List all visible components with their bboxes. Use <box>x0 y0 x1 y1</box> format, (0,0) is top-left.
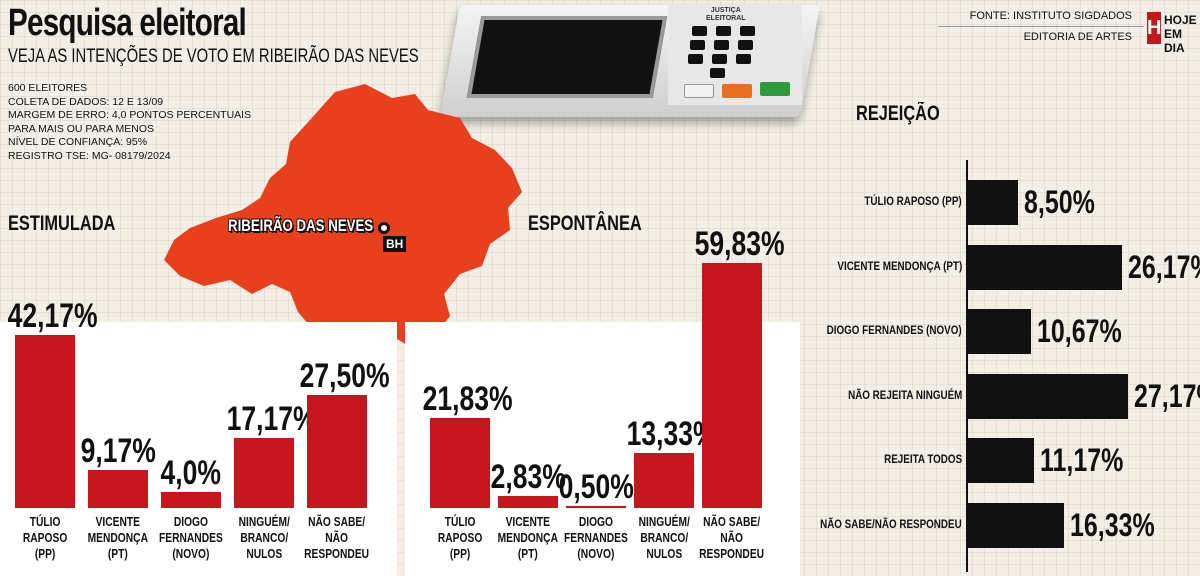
category-label: NINGUÉM/ BRANCO/ NULOS <box>638 515 690 561</box>
bar-value-label: 16,33% <box>1070 506 1155 543</box>
urna-label: JUSTIÇA ELEITORAL <box>706 7 746 22</box>
chart-bar <box>88 470 148 508</box>
category-label: NÃO SABE/NÃO RESPONDEU <box>820 516 962 531</box>
bar-value-label: 11,17% <box>1039 442 1124 478</box>
bar-value-label: 17,17% <box>226 399 317 438</box>
note-line: REGISTRO TSE: MG- 08179/2024 <box>8 149 171 162</box>
bar-value-label: 9,17% <box>80 432 156 471</box>
rejeicao-axis <box>966 160 968 572</box>
bar-value-label: 4,0% <box>160 453 222 492</box>
bar-value-label: 2,83% <box>490 458 566 497</box>
newspaper-logo: H HOJE EM DIA <box>1147 12 1197 55</box>
note-line: 600 ELEITORES <box>8 82 88 94</box>
bar-value-label: 26,17% <box>1128 248 1200 285</box>
bar-value-label: 13,33% <box>626 415 717 454</box>
chart-bar <box>968 502 1065 548</box>
state-map <box>164 84 522 348</box>
chart-bar <box>498 496 558 508</box>
voting-machine-illustration: JUSTIÇA ELEITORAL <box>440 0 820 125</box>
divider <box>938 26 1144 27</box>
chart-bar <box>161 491 221 508</box>
bar-value-label: 27,50% <box>299 357 390 396</box>
bar-value-label: 10,67% <box>1036 313 1122 349</box>
category-label: DIOGO FERNANDES (NOVO) <box>826 323 962 337</box>
methodology-notes: 600 ELEITORES COLETA DE DADOS: 12 E 13/0… <box>8 82 251 163</box>
city-label: RIBEIRÃO DAS NEVES <box>228 216 374 235</box>
chart-bar <box>968 244 1123 290</box>
category-label: DIOGO FERNANDES (NOVO) <box>159 515 223 561</box>
espontanea-title: ESPONTÂNEA <box>528 212 642 235</box>
capital-label: BH <box>383 236 407 252</box>
bar-value-label: 59,83% <box>694 224 785 263</box>
bar-value-label: 27,17% <box>1134 377 1200 414</box>
category-label: DIOGO FERNANDES (NOVO) <box>564 515 628 561</box>
chart-bar <box>15 335 75 508</box>
source-credit: FONTE: INSTITUTO SIGDADOS <box>969 10 1132 22</box>
category-label: VICENTE MENDONÇA (PT) <box>87 515 149 561</box>
chart-bar <box>968 373 1129 419</box>
category-label: VICENTE MENDONÇA (PT) <box>837 258 962 273</box>
category-label: NÃO SABE/ NÃO RESPONDEU <box>699 515 765 561</box>
page-subtitle: VEJA AS INTENÇÕES DE VOTO EM RIBEIRÃO DA… <box>8 46 419 67</box>
chart-bar <box>234 437 294 508</box>
rejeicao-title: REJEIÇÃO <box>856 102 940 125</box>
bar-value-label: 0,50% <box>558 467 634 506</box>
category-label: TÚLIO RAPOSO (PP) <box>22 515 68 561</box>
category-label: NINGUÉM/ BRANCO/ NULOS <box>238 515 290 561</box>
chart-bar <box>307 395 367 508</box>
note-line: NÍVEL DE CONFIANÇA: 95% <box>8 136 148 148</box>
note-line: COLETA DE DADOS: 12 E 13/09 <box>8 95 164 108</box>
chart-bar <box>968 438 1034 483</box>
chart-bar <box>702 262 762 508</box>
city-marker-icon <box>378 222 390 234</box>
chart-bar <box>968 180 1019 225</box>
category-label: REJEITA TODOS <box>883 452 962 466</box>
category-label: NÃO SABE/ NÃO RESPONDEU <box>304 515 370 561</box>
estimulada-title: ESTIMULADA <box>8 212 116 235</box>
chart-bar <box>430 418 490 508</box>
category-label: NÃO REJEITA NINGUÉM <box>847 387 962 402</box>
chart-bar <box>634 453 694 508</box>
note-line: MARGEM DE ERRO: 4,0 PONTOS PERCENTUAIS <box>8 109 252 121</box>
bar-value-label: 21,83% <box>422 380 513 419</box>
logo-mark: H <box>1147 12 1161 44</box>
bar-value-label: 8,50% <box>1024 184 1095 220</box>
page-title: Pesquisa eleitoral <box>8 2 247 44</box>
note-line: PARA MAIS OU PARA MENOS <box>8 122 155 135</box>
editoria-credit: EDITORIA DE ARTES <box>1023 31 1132 43</box>
map-shape <box>164 84 522 348</box>
bar-value-label: 42,17% <box>7 297 98 336</box>
chart-bar <box>566 505 626 508</box>
category-label: TÚLIO RAPOSO (PP) <box>437 515 483 561</box>
category-label: VICENTE MENDONÇA (PT) <box>497 515 559 561</box>
category-label: TÚLIO RAPOSO (PP) <box>864 194 962 208</box>
chart-bar <box>968 309 1031 354</box>
